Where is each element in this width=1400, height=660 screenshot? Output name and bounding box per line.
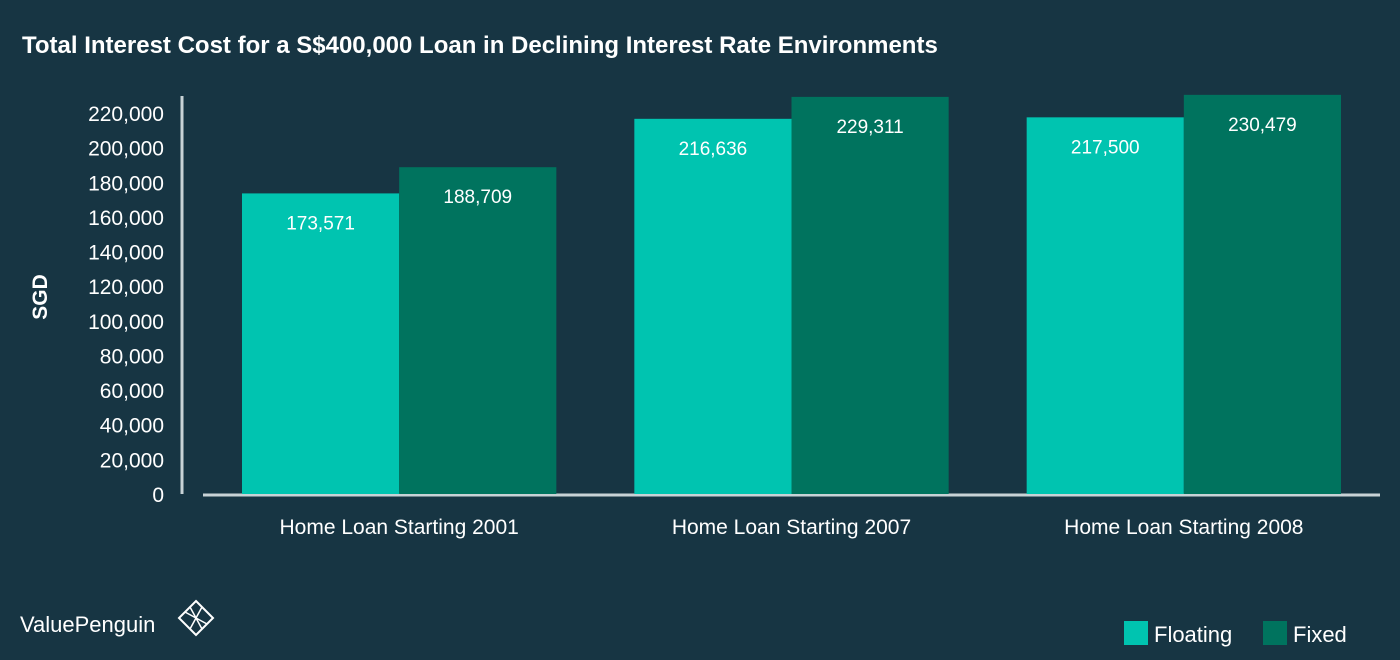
x-tick-label: Home Loan Starting 2008 bbox=[1064, 516, 1303, 539]
diamond-logo-icon bbox=[177, 599, 215, 637]
y-tick-label: 40,000 bbox=[100, 415, 164, 438]
value-labels: 173,571 188,709 216,636 229,311 217,500 230,4… bbox=[286, 115, 1297, 235]
y-ticks: 0 20,000 40,000 60,000 80,000 100,000 120,000 1… bbox=[88, 103, 164, 507]
data-label-fixed-1: 188,709 bbox=[443, 187, 512, 208]
y-tick-label: 20,000 bbox=[100, 449, 164, 472]
legend: Floating Fixed bbox=[1124, 621, 1347, 647]
data-label-fixed-3: 230,479 bbox=[1228, 115, 1297, 136]
bar-fixed-3 bbox=[1183, 94, 1341, 494]
chart-title: Total Interest Cost for a S$400,000 Loan… bbox=[22, 32, 938, 59]
data-label-floating-3: 217,500 bbox=[1071, 137, 1140, 158]
data-label-floating-2: 216,636 bbox=[679, 139, 748, 160]
legend-label-fixed: Fixed bbox=[1293, 622, 1347, 647]
y-tick-label: 180,000 bbox=[88, 172, 164, 195]
y-tick-label: 220,000 bbox=[88, 103, 164, 126]
y-tick-label: 140,000 bbox=[88, 242, 164, 265]
y-tick-label: 60,000 bbox=[100, 380, 164, 403]
data-label-fixed-2: 229,311 bbox=[836, 117, 903, 138]
y-tick-label: 80,000 bbox=[100, 345, 164, 368]
x-tick-label: Home Loan Starting 2001 bbox=[280, 516, 519, 539]
brand-name: ValuePenguin bbox=[20, 612, 155, 637]
legend-label-floating: Floating bbox=[1154, 622, 1232, 647]
legend-swatch-floating bbox=[1124, 621, 1148, 645]
y-tick-label: 120,000 bbox=[88, 276, 164, 299]
y-axis-label: SGD bbox=[29, 274, 52, 320]
bar-fixed-1 bbox=[399, 167, 557, 495]
y-tick-label: 160,000 bbox=[88, 207, 164, 230]
y-tick-label: 200,000 bbox=[88, 138, 164, 161]
bar-floating-1 bbox=[242, 193, 400, 494]
brand-logo: ValuePenguin bbox=[20, 599, 215, 637]
data-label-floating-1: 173,571 bbox=[286, 213, 355, 234]
x-tick-label: Home Loan Starting 2007 bbox=[672, 516, 911, 539]
bar-fixed-2 bbox=[791, 96, 949, 495]
category-labels: Home Loan Starting 2001 Home Loan Startin… bbox=[280, 516, 1304, 539]
bars bbox=[242, 94, 1341, 495]
y-tick-label: 0 bbox=[152, 484, 164, 507]
legend-swatch-fixed bbox=[1263, 621, 1287, 645]
bar-floating-3 bbox=[1026, 117, 1184, 495]
y-tick-label: 100,000 bbox=[88, 311, 164, 334]
bar-floating-2 bbox=[634, 118, 792, 494]
